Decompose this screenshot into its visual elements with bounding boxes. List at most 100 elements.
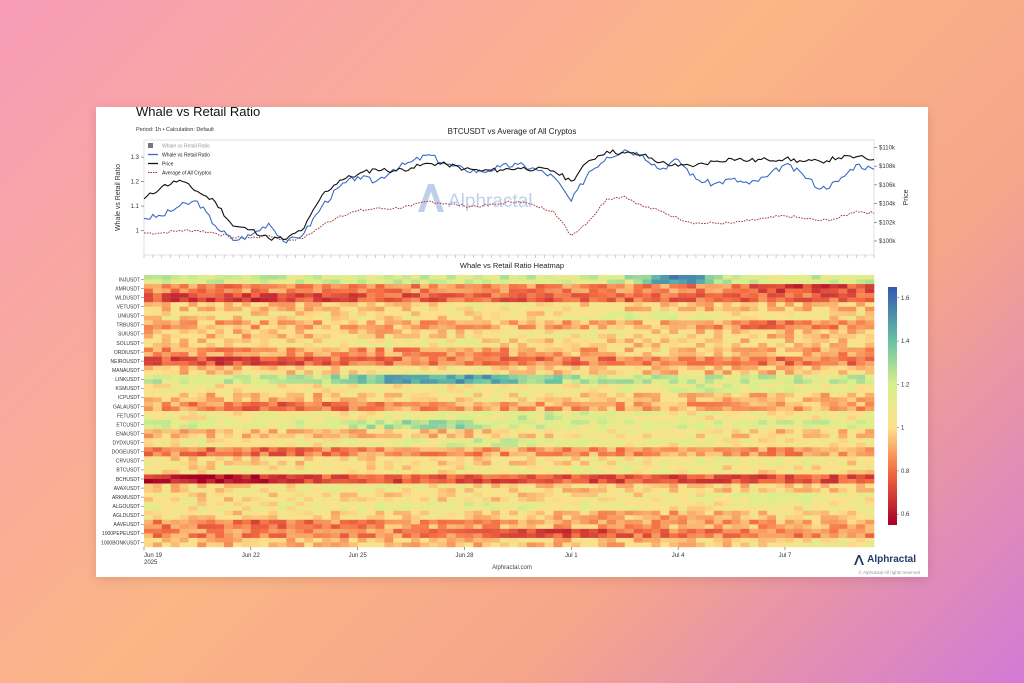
heatmap-cell xyxy=(313,306,323,312)
heatmap-cell xyxy=(188,524,198,530)
heatmap-cell xyxy=(517,411,528,416)
heatmap-cell xyxy=(829,379,839,384)
heatmap-cell xyxy=(482,515,492,520)
heatmap-cell xyxy=(651,311,661,316)
heatmap-cell xyxy=(206,533,216,539)
heatmap-cell xyxy=(188,510,198,516)
heatmap-cell xyxy=(366,424,376,430)
heatmap-cell xyxy=(437,528,447,534)
heatmap-cell xyxy=(687,279,697,285)
heatmap-cell xyxy=(259,406,269,412)
heatmap-cell xyxy=(776,329,786,335)
heatmap-cell xyxy=(624,352,634,357)
heatmap-cell xyxy=(384,347,394,353)
heatmap-cell xyxy=(865,401,875,407)
heatmap-cell xyxy=(642,415,652,421)
heatmap-cell xyxy=(268,420,278,425)
heatmap-cell xyxy=(544,501,554,507)
heatmap-cell xyxy=(250,302,261,307)
heatmap-cell xyxy=(695,506,706,511)
heatmap-cell xyxy=(615,411,626,416)
heatmap-cell xyxy=(598,370,608,375)
heatmap-cell xyxy=(598,447,608,452)
heatmap-cell xyxy=(695,528,706,534)
heatmap-cell xyxy=(304,320,314,326)
heatmap-cell xyxy=(464,306,474,312)
heatmap-cell xyxy=(704,343,715,348)
heatmap-cell xyxy=(268,501,278,507)
heatmap-cell xyxy=(491,488,501,493)
heatmap-cell xyxy=(713,465,723,471)
heatmap-cell xyxy=(170,465,180,471)
heatmap-cell xyxy=(428,447,439,452)
heatmap-cell xyxy=(473,479,483,484)
heatmap-cell xyxy=(348,383,358,389)
heatmap-cell xyxy=(188,469,198,475)
heatmap-cell xyxy=(544,483,554,489)
heatmap-cell xyxy=(277,370,287,375)
heatmap-cell xyxy=(491,438,501,443)
heatmap-cell xyxy=(669,352,679,357)
heatmap-cell xyxy=(580,456,590,462)
heatmap-cell xyxy=(339,315,350,321)
heatmap-cell xyxy=(598,519,608,525)
heatmap-cell xyxy=(793,288,804,294)
heatmap-cell xyxy=(758,275,768,280)
heatmap-cell xyxy=(161,524,171,530)
heatmap-cell xyxy=(304,361,314,366)
heatmap-cell xyxy=(669,420,679,425)
heatmap-cell xyxy=(820,347,830,353)
heatmap-cell xyxy=(233,279,243,285)
heatmap-cell xyxy=(660,497,670,502)
heatmap-cell xyxy=(793,442,804,448)
heatmap-cell xyxy=(678,297,688,303)
heatmap-cell xyxy=(562,451,572,457)
heatmap-cell xyxy=(704,306,715,312)
heatmap-cell xyxy=(526,275,536,280)
heatmap-cell xyxy=(188,343,198,348)
heatmap-cell xyxy=(544,293,554,298)
heatmap-cell xyxy=(366,329,376,335)
heatmap-cell xyxy=(375,483,385,489)
heatmap-cell xyxy=(571,329,581,335)
heatmap-cell xyxy=(233,315,243,321)
heatmap-cell xyxy=(295,542,305,548)
heatmap-cell xyxy=(606,365,617,371)
heatmap-cell xyxy=(695,433,706,439)
heatmap-cell xyxy=(509,488,519,493)
heatmap-cell xyxy=(339,442,350,448)
heatmap-cell xyxy=(233,356,243,362)
heatmap-cell xyxy=(642,388,652,394)
heatmap-cell xyxy=(464,442,474,448)
heatmap-cell xyxy=(722,370,732,375)
heatmap-cell xyxy=(598,460,608,466)
heatmap-cell xyxy=(829,528,839,534)
heatmap-cell xyxy=(170,383,180,389)
heatmap-cell xyxy=(509,275,519,280)
heatmap-cell xyxy=(268,397,278,403)
heatmap-cell xyxy=(179,302,189,307)
heatmap-cell xyxy=(357,338,367,344)
heatmap-cell xyxy=(393,524,403,530)
heatmap-cell xyxy=(482,465,492,471)
heatmap-cell xyxy=(731,479,741,484)
heatmap-cell xyxy=(784,474,795,480)
heatmap-cell xyxy=(865,442,875,448)
heatmap-cell xyxy=(571,438,581,443)
heatmap-cell xyxy=(402,451,412,457)
heatmap-cell xyxy=(491,501,501,507)
heatmap-cell xyxy=(500,474,510,480)
heatmap-cell xyxy=(820,392,830,398)
heatmap-cell xyxy=(437,537,447,543)
heatmap-cell xyxy=(838,338,848,344)
heatmap-cell xyxy=(856,374,866,380)
heatmap-cell xyxy=(295,347,305,353)
heatmap-cell xyxy=(411,488,421,493)
heatmap-cell xyxy=(847,460,857,466)
heatmap-cell xyxy=(713,311,723,316)
heatmap-cell xyxy=(562,306,572,312)
heatmap-cell xyxy=(304,519,314,525)
heatmap-cell xyxy=(375,347,385,353)
heatmap-cell xyxy=(313,361,323,366)
heatmap-cell xyxy=(393,456,403,462)
